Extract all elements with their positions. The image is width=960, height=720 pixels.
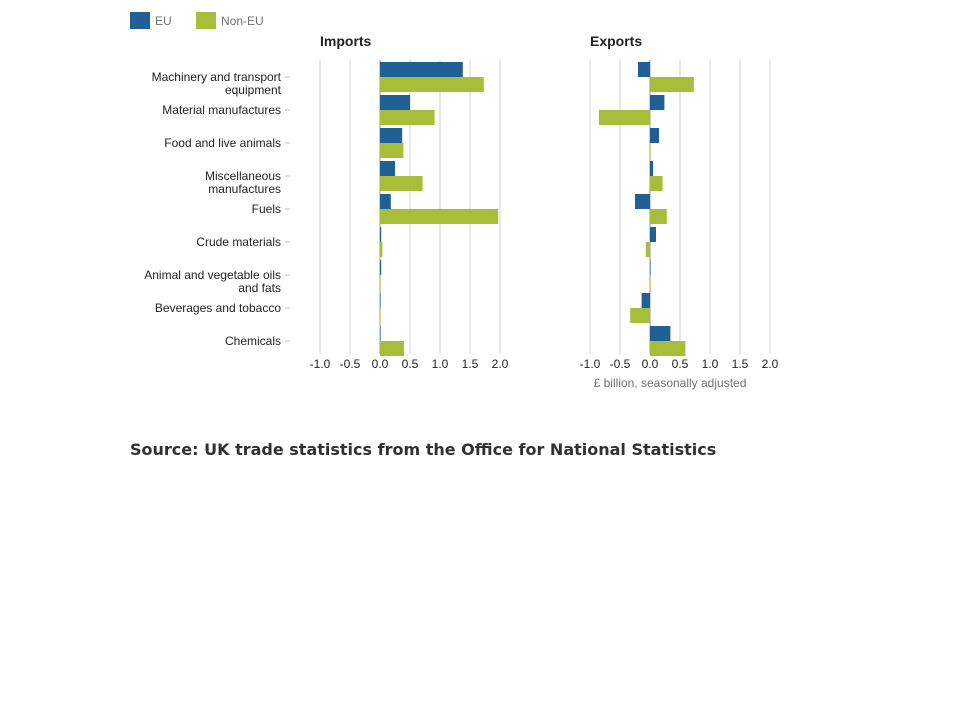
bar-imports-non-eu-4 [380,209,499,224]
category-label-3-0: Miscellaneous [205,169,281,183]
tick-label-imports-1: -0.5 [340,357,361,371]
legend-swatch-non-eu [196,12,216,29]
category-label-0-0: Machinery and transport [152,70,282,84]
bar-imports-non-eu-0 [380,77,484,92]
bar-imports-non-eu-7 [380,308,381,323]
bar-imports-eu-1 [380,95,410,110]
category-label-5-0: Crude materials [196,235,281,249]
category-label-4-0: Fuels [252,202,281,216]
tick-label-imports-6: 2.0 [492,357,509,371]
bar-imports-non-eu-2 [380,143,404,158]
bar-imports-eu-2 [380,128,403,143]
bar-imports-eu-3 [380,161,395,176]
bar-exports-eu-7 [641,293,650,308]
bar-exports-non-eu-0 [650,77,694,92]
bar-exports-eu-2 [650,128,659,143]
tick-label-exports-2: 0.0 [642,357,659,371]
bar-imports-eu-0 [380,62,463,77]
tick-label-exports-4: 1.0 [702,357,719,371]
category-label-8-0: Chemicals [225,334,281,348]
bar-exports-eu-4 [635,194,650,209]
bar-exports-eu-3 [650,161,653,176]
tick-label-exports-0: -1.0 [580,357,601,371]
category-label-6-1: and fats [238,281,281,295]
legend-label-eu: EU [155,14,172,28]
bar-exports-non-eu-5 [645,242,650,257]
category-label-1-0: Material manufactures [162,103,281,117]
category-label-7-0: Beverages and tobacco [155,301,281,315]
tick-label-exports-1: -0.5 [610,357,631,371]
panel-title-imports: Imports [320,33,372,49]
panel-title-exports: Exports [590,33,642,49]
bar-imports-eu-4 [380,194,391,209]
tick-label-exports-3: 0.5 [672,357,689,371]
category-label-0-1: equipment [225,83,282,97]
bar-imports-non-eu-8 [380,341,404,356]
bar-exports-non-eu-3 [650,176,663,191]
tick-label-exports-5: 1.5 [732,357,749,371]
category-label-2-0: Food and live animals [164,136,281,150]
bar-exports-non-eu-8 [650,341,686,356]
bar-exports-eu-6 [650,260,651,275]
bar-exports-non-eu-4 [650,209,667,224]
category-label-6-0: Animal and vegetable oils [144,268,281,282]
tick-label-imports-4: 1.0 [432,357,449,371]
category-label-3-1: manufactures [208,182,281,196]
bar-imports-eu-5 [380,227,382,242]
tick-label-imports-3: 0.5 [402,357,419,371]
bar-exports-eu-8 [650,326,671,341]
tick-label-exports-6: 2.0 [762,357,779,371]
bar-exports-non-eu-1 [599,110,650,125]
bar-exports-eu-5 [650,227,656,242]
bar-exports-non-eu-6 [650,275,651,290]
bar-exports-non-eu-2 [650,143,651,158]
x-axis-label: £ billion, seasonally adjusted [594,376,747,390]
bar-exports-eu-0 [638,62,650,77]
bar-imports-eu-8 [380,326,381,341]
bar-imports-non-eu-5 [380,242,383,257]
source-note: Source: UK trade statistics from the Off… [130,440,717,459]
bar-exports-non-eu-7 [630,308,650,323]
bar-imports-eu-6 [380,260,382,275]
bar-imports-non-eu-1 [380,110,435,125]
bar-exports-eu-1 [650,95,665,110]
tick-label-imports-5: 1.5 [462,357,479,371]
tick-label-imports-0: -1.0 [310,357,331,371]
tick-label-imports-2: 0.0 [372,357,389,371]
bar-imports-eu-7 [380,293,381,308]
bar-imports-non-eu-6 [380,275,381,290]
bar-imports-non-eu-3 [380,176,423,191]
legend-label-non-eu: Non-EU [221,14,264,28]
legend-swatch-eu [130,12,150,29]
